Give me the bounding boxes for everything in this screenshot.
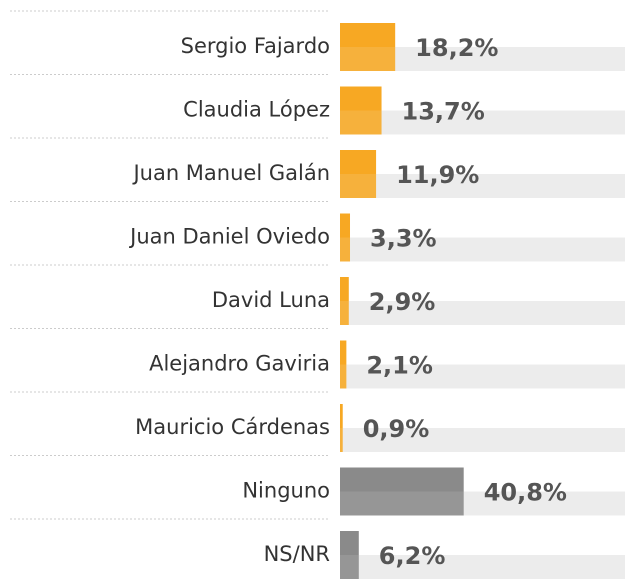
category-label: Claudia López	[183, 98, 330, 122]
track	[340, 237, 625, 262]
value-label: 2,1%	[366, 352, 433, 380]
category-label: Mauricio Cárdenas	[135, 415, 330, 439]
value-label: 6,2%	[379, 542, 446, 570]
value-label: 13,7%	[402, 98, 485, 126]
track	[340, 174, 625, 198]
bar	[340, 340, 347, 389]
value-label: 0,9%	[363, 415, 430, 443]
bar	[340, 404, 343, 452]
category-label: David Luna	[212, 288, 330, 312]
bar	[340, 150, 377, 198]
category-label: Ninguno	[242, 479, 330, 503]
bar	[340, 467, 464, 516]
bar	[340, 531, 359, 579]
value-label: 2,9%	[369, 288, 436, 316]
bar	[340, 213, 351, 262]
bar	[340, 23, 396, 71]
bar	[340, 86, 382, 135]
value-label: 18,2%	[415, 34, 498, 62]
value-label: 3,3%	[370, 225, 437, 253]
category-label: Juan Daniel Oviedo	[128, 225, 330, 249]
category-label: Juan Manuel Galán	[131, 161, 330, 185]
track	[340, 110, 625, 135]
track	[340, 555, 625, 579]
category-label: Alejandro Gaviria	[149, 352, 330, 376]
category-label: Sergio Fajardo	[181, 34, 330, 58]
track	[340, 364, 625, 389]
track	[340, 428, 625, 452]
bar	[340, 277, 349, 325]
category-label: NS/NR	[264, 542, 330, 566]
value-label: 40,8%	[484, 479, 567, 507]
track	[340, 301, 625, 325]
value-label: 11,9%	[396, 161, 479, 189]
